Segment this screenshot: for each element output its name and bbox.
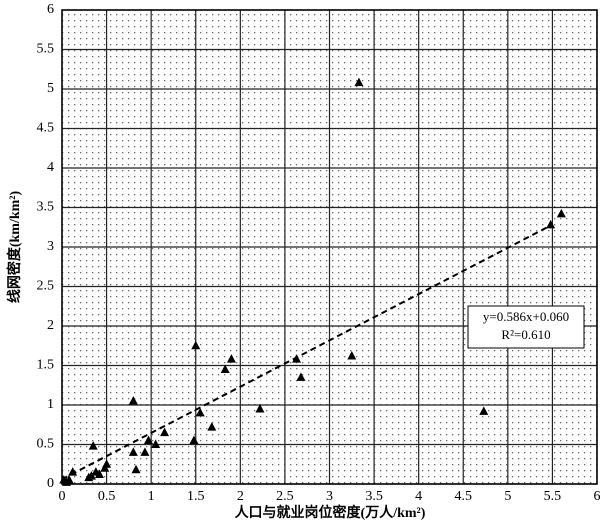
x-tick-label: 4.5 (455, 489, 473, 504)
data-point (160, 427, 170, 437)
y-tick-label: 0.5 (37, 437, 55, 452)
data-point (296, 372, 306, 381)
x-tick-label: 5 (504, 489, 511, 504)
data-point (226, 354, 236, 363)
data-point (143, 435, 153, 445)
data-point (140, 447, 150, 456)
data-point (347, 351, 357, 360)
y-tick-label: 3 (47, 239, 54, 254)
y-tick-label: 5.5 (37, 42, 55, 57)
y-axis-title: 线网密度(km/km²) (6, 191, 23, 304)
plot-frame (61, 9, 598, 485)
data-point (88, 441, 98, 450)
data-point (86, 471, 96, 480)
data-point (189, 435, 199, 445)
annotation: y=0.586x+0.060 (483, 309, 569, 324)
data-point (546, 219, 556, 229)
data-point (128, 396, 138, 405)
data-point (94, 469, 104, 479)
y-tick-label: 2 (47, 318, 54, 333)
data-point (556, 208, 566, 218)
x-axis-title: 人口与就业岗位密度(万人/km²) (235, 504, 426, 521)
y-tick-label: 1.5 (37, 358, 55, 373)
data-point (354, 77, 364, 87)
data-point (220, 364, 230, 373)
y-tick-label: 3.5 (37, 200, 55, 215)
y-tick-label: 5 (47, 81, 54, 96)
x-tick-label: 3.5 (365, 489, 383, 504)
y-tick-label: 4.5 (37, 121, 55, 136)
annotation-box (467, 305, 585, 349)
x-tick-label: 2 (237, 489, 244, 504)
data-point (195, 407, 205, 417)
x-tick-label: 1.5 (187, 489, 205, 504)
data-point (131, 464, 141, 474)
y-tick-label: 2.5 (37, 279, 55, 294)
trendline (61, 223, 553, 481)
y-tick-label: 1 (47, 397, 54, 412)
data-point (255, 403, 265, 413)
data-point (191, 340, 201, 350)
data-point (292, 354, 302, 363)
x-tick-label: 6 (594, 489, 600, 504)
data-point (479, 406, 489, 415)
x-tick-label: 0 (59, 489, 66, 504)
y-tick-label: 0 (47, 476, 54, 491)
x-tick-label: 0.5 (98, 489, 116, 504)
x-tick-label: 3 (326, 489, 333, 504)
annotation: R²=0.610 (501, 327, 550, 342)
data-point (68, 467, 78, 476)
y-tick-label: 6 (47, 2, 54, 17)
y-tick-label: 4 (47, 160, 54, 175)
data-point (64, 475, 74, 484)
x-tick-label: 4 (415, 489, 422, 504)
data-point (207, 422, 217, 431)
x-tick-label: 2.5 (276, 489, 294, 504)
x-tick-label: 5.5 (544, 489, 562, 504)
x-tick-label: 1 (148, 489, 155, 504)
data-point (151, 439, 161, 448)
data-point (102, 459, 112, 468)
data-point (128, 447, 138, 456)
